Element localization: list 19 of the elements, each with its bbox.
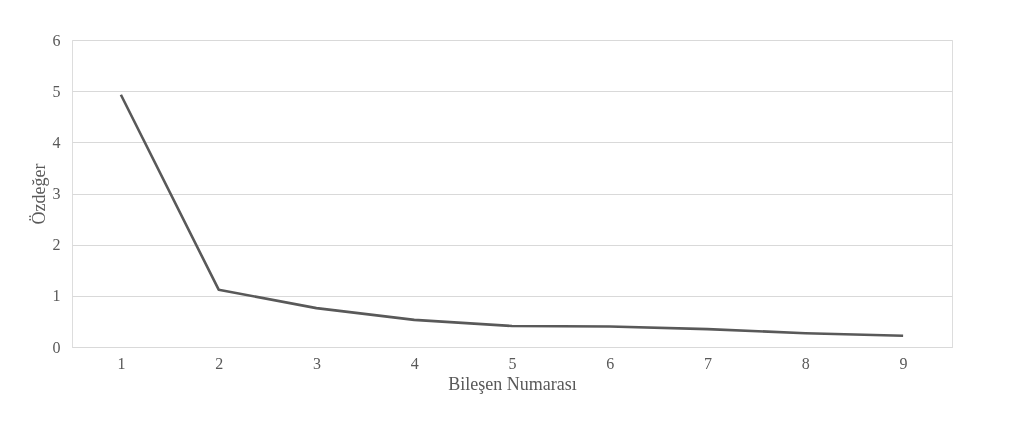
- x-axis-title: Bileşen Numarası: [448, 373, 577, 394]
- x-tick-label: 7: [704, 354, 713, 372]
- x-tick-label: 9: [899, 354, 908, 372]
- x-tick-label: 4: [410, 354, 419, 372]
- x-tick-label: 3: [312, 354, 321, 372]
- x-tick-label: 2: [215, 354, 224, 372]
- x-tick-label: 6: [606, 354, 615, 372]
- y-tick-label: 6: [52, 31, 61, 49]
- y-tick-label: 0: [52, 338, 61, 356]
- line-series: [119, 93, 905, 338]
- x-tick-label: 1: [117, 354, 126, 372]
- y-axis-title: Özdeğer: [28, 163, 49, 225]
- y-tick-label: 3: [52, 185, 61, 202]
- y-tick-label: 2: [52, 236, 61, 254]
- y-tick-label: 1: [52, 287, 61, 305]
- x-tick-label: 8: [801, 354, 810, 372]
- x-tick-label: 5: [508, 354, 517, 372]
- y-tick-label: 4: [52, 133, 61, 151]
- y-tick-label: 5: [52, 82, 61, 100]
